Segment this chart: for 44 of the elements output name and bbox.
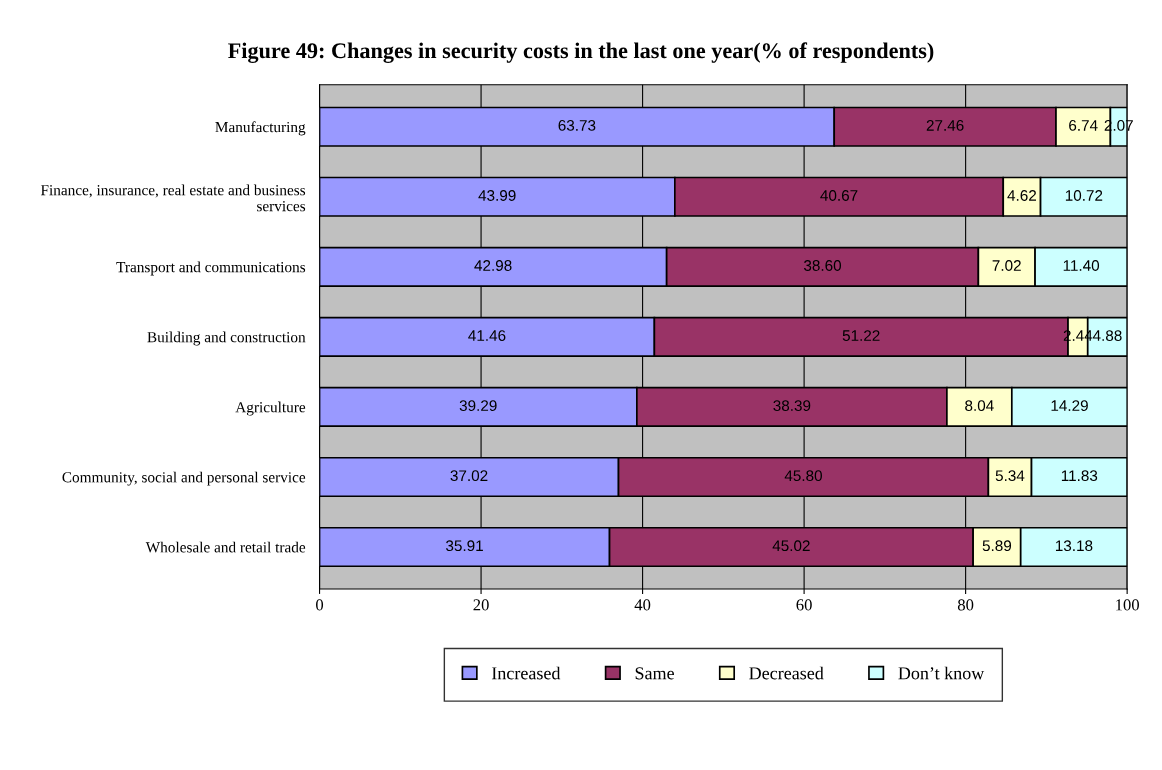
y-tick-label: Manufacturing [215, 121, 306, 136]
y-tick-label: Agriculture [235, 401, 306, 416]
data-label: 40.67 [820, 190, 858, 201]
legend-label: Increased [491, 666, 561, 680]
legend-label: Decreased [749, 666, 824, 680]
data-label: 27.46 [926, 120, 964, 131]
x-tick-label: 0 [316, 599, 324, 611]
data-label: 11.40 [1063, 260, 1100, 271]
x-tick-label: 40 [634, 599, 651, 611]
data-label: 37.02 [450, 470, 488, 482]
data-label: 43.99 [478, 190, 516, 201]
data-label: 45.80 [784, 470, 822, 482]
data-label: 63.73 [558, 120, 596, 131]
data-label: 41.46 [468, 330, 506, 341]
data-label: 4.88 [1092, 330, 1122, 341]
x-tick-label: 80 [957, 599, 974, 611]
data-label: 35.91 [446, 540, 483, 552]
data-label: 42.98 [474, 260, 512, 271]
x-tick-label: 100 [1116, 599, 1139, 611]
data-label: 7.02 [992, 260, 1021, 271]
data-label: 14.29 [1051, 400, 1088, 412]
y-tick-label: Wholesale and retail trade [145, 541, 306, 553]
data-label: 39.29 [459, 400, 497, 412]
y-tick-label: Finance, insurance, real estate and business services [40, 184, 306, 212]
y-tick-label: Transport and communications [116, 261, 306, 276]
data-label: 4.62 [1007, 190, 1037, 201]
data-label: 51.22 [842, 330, 880, 341]
legend-label: Same [635, 667, 674, 680]
data-label: 5.34 [995, 470, 1025, 482]
legend-label: Don’t know [898, 666, 985, 680]
data-label: 38.39 [773, 400, 811, 412]
y-tick-label: Community, social and personal service [62, 471, 306, 486]
data-label: 13.18 [1055, 540, 1093, 552]
x-tick-label: 20 [473, 599, 489, 611]
data-label: 38.60 [803, 260, 842, 271]
data-label: 6.74 [1069, 120, 1098, 131]
data-label: 45.02 [772, 540, 810, 552]
y-tick-label: Building and construction [147, 331, 306, 346]
data-label: 5.89 [982, 540, 1012, 552]
data-label: 11.83 [1061, 470, 1098, 482]
x-tick-label: 60 [796, 599, 812, 611]
data-label: 10.72 [1065, 190, 1103, 201]
chart-title: Figure 49: Changes in security costs in the last one year(% of respondents) [228, 42, 934, 63]
data-label: 8.04 [965, 400, 994, 412]
